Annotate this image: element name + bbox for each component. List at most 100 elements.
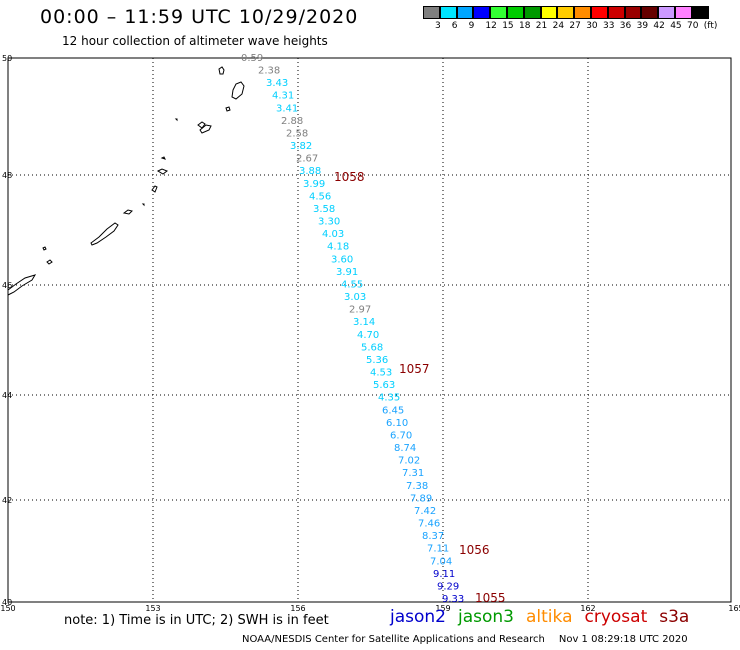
wave-height-value: 2.67 bbox=[296, 154, 318, 165]
credit-org: NOAA/NESDIS Center for Satellite Applica… bbox=[242, 634, 545, 645]
wave-height-value: 7.02 bbox=[398, 456, 420, 467]
legend-altika: altika bbox=[526, 607, 573, 627]
color-scale-label: 15 bbox=[502, 21, 514, 31]
wave-height-value: 9.11 bbox=[433, 569, 455, 580]
lat-tick-label: 46 bbox=[2, 281, 12, 290]
coastline-islands bbox=[7, 66, 245, 296]
footnote: note: 1) Time is in UTC; 2) SWH is in fe… bbox=[64, 613, 329, 628]
wave-height-value: 5.68 bbox=[361, 342, 383, 353]
legend-jason3: jason3 bbox=[458, 607, 514, 627]
color-swatch bbox=[540, 6, 558, 19]
wave-height-value: 0.59 bbox=[241, 53, 263, 64]
island bbox=[141, 203, 145, 207]
color-scale-bar bbox=[423, 6, 709, 19]
wave-height-value: 2.58 bbox=[286, 128, 308, 139]
chart-title: 00:00 – 11:59 UTC 10/29/2020 bbox=[40, 6, 359, 28]
time-label: 1057 bbox=[399, 362, 430, 376]
wave-height-value: 3.03 bbox=[344, 292, 366, 303]
color-swatch bbox=[607, 6, 625, 19]
color-scale-label: 6 bbox=[451, 21, 458, 31]
wave-height-value: 9.29 bbox=[437, 581, 459, 592]
lon-tick-label: 162 bbox=[580, 604, 595, 613]
color-scale-label: 27 bbox=[569, 21, 581, 31]
wave-height-value: 3.60 bbox=[331, 254, 353, 265]
color-swatch bbox=[641, 6, 659, 19]
lon-tick-label: 150 bbox=[0, 604, 15, 613]
wave-height-value: 6.70 bbox=[390, 430, 412, 441]
lon-tick-label: 159 bbox=[435, 604, 450, 613]
color-scale-label: 9 bbox=[468, 21, 475, 31]
time-label: 1055 bbox=[475, 591, 506, 605]
island bbox=[42, 246, 47, 251]
color-scale-label: 21 bbox=[535, 21, 548, 31]
color-scale-label: 36 bbox=[619, 21, 632, 31]
wave-height-value: 7.31 bbox=[402, 468, 424, 479]
color-scale-label: 30 bbox=[586, 21, 598, 31]
color-swatch bbox=[506, 6, 524, 19]
wave-height-value: 4.18 bbox=[327, 242, 349, 253]
wave-height-value: 6.45 bbox=[382, 405, 404, 416]
island bbox=[156, 168, 169, 175]
island bbox=[160, 156, 166, 160]
lon-tick-label: 153 bbox=[145, 604, 160, 613]
island bbox=[225, 106, 231, 112]
wave-height-value: 6.10 bbox=[386, 418, 408, 429]
wave-height-value: 3.30 bbox=[318, 217, 340, 228]
wave-height-value: 4.53 bbox=[370, 368, 392, 379]
lat-tick-label: 44 bbox=[2, 391, 12, 400]
color-scale-label: 42 bbox=[653, 21, 665, 31]
color-swatch bbox=[523, 6, 541, 19]
island bbox=[199, 124, 212, 134]
wave-height-value: 3.99 bbox=[303, 179, 325, 190]
color-scale-label: 45 bbox=[670, 21, 682, 31]
lat-tick-label: 50 bbox=[2, 54, 12, 63]
color-scale-label: 39 bbox=[636, 21, 649, 31]
wave-height-value: 7.04 bbox=[430, 556, 452, 567]
generated-timestamp: Nov 1 08:29:18 UTC 2020 bbox=[558, 634, 688, 645]
satellite-legend: jason2 jason3 altika cryosat s3a bbox=[390, 607, 701, 627]
color-swatch bbox=[590, 6, 608, 19]
wave-height-value: 9.33 bbox=[442, 594, 464, 605]
island bbox=[122, 209, 133, 215]
lat-lon-grid bbox=[8, 58, 731, 602]
color-swatch bbox=[658, 6, 675, 19]
wave-height-value: 3.58 bbox=[313, 204, 335, 215]
wave-height-value: 7.38 bbox=[406, 481, 428, 492]
wave-height-value: 7.42 bbox=[414, 506, 436, 517]
wave-height-value: 5.63 bbox=[373, 380, 395, 391]
color-scale-label: 24 bbox=[552, 21, 565, 31]
island bbox=[46, 259, 53, 265]
wave-height-value: 4.31 bbox=[272, 91, 294, 102]
wave-height-value: 2.88 bbox=[281, 116, 303, 127]
color-swatch bbox=[624, 6, 642, 19]
legend-s3a: s3a bbox=[659, 607, 690, 627]
time-label: 1058 bbox=[334, 170, 365, 184]
lat-tick-label: 48 bbox=[2, 171, 12, 180]
lon-tick-label: 156 bbox=[290, 604, 305, 613]
credit-line: NOAA/NESDIS Center for Satellite Applica… bbox=[242, 634, 688, 645]
chart-subtitle: 12 hour collection of altimeter wave hei… bbox=[62, 34, 328, 48]
color-swatch bbox=[473, 6, 491, 19]
lat-tick-label: 40 bbox=[2, 598, 12, 607]
island bbox=[174, 118, 178, 122]
altimeter-track: 0.59 2.383.43 4.313.41 2.882.58 3.82 2.673.88… bbox=[241, 53, 464, 605]
map-frame bbox=[7, 57, 732, 603]
color-swatch bbox=[691, 6, 709, 19]
axis-labels: 150 153 156 159 162 165 50 48 46 44 42 40 bbox=[0, 54, 740, 613]
wave-height-value: 3.91 bbox=[336, 267, 358, 278]
color-swatch bbox=[557, 6, 575, 19]
color-swatch bbox=[423, 6, 440, 19]
color-scale-label: 18 bbox=[519, 21, 531, 31]
wave-height-value: 2.38 bbox=[258, 66, 280, 77]
legend-cryosat: cryosat bbox=[584, 607, 648, 627]
color-scale-label: 33 bbox=[603, 21, 615, 31]
wave-height-value: 4.55 bbox=[341, 279, 363, 290]
wave-height-value: 3.41 bbox=[276, 103, 298, 114]
island bbox=[218, 66, 225, 75]
color-scale-label: 70 bbox=[687, 21, 699, 31]
wave-height-value: 5.36 bbox=[366, 355, 388, 366]
wave-height-value: 4.70 bbox=[357, 330, 379, 341]
wave-height-value: 4.56 bbox=[309, 191, 331, 202]
island bbox=[90, 222, 119, 246]
